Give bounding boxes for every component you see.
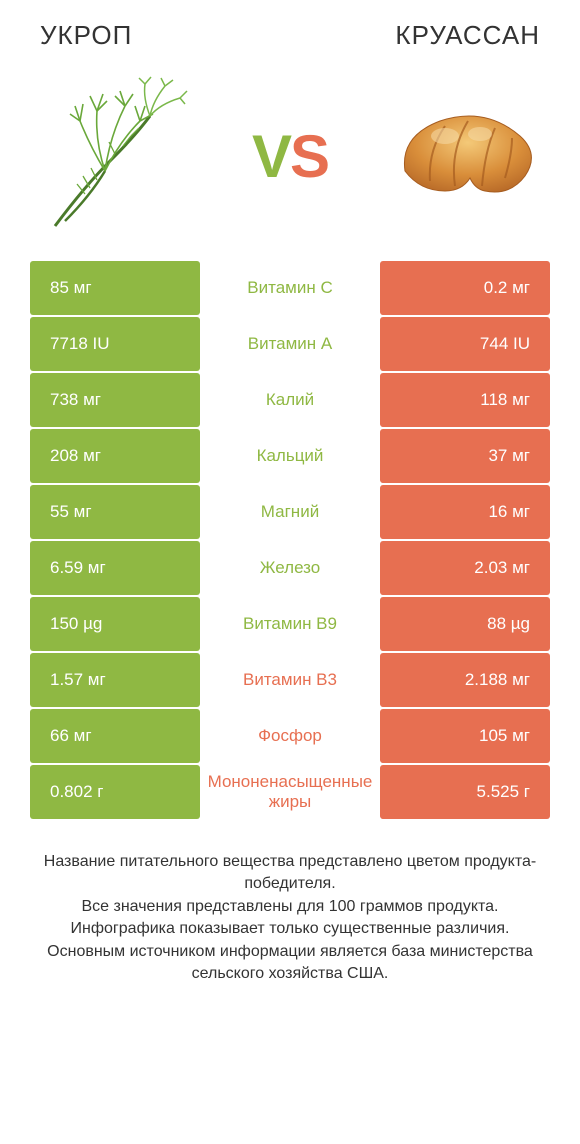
table-row: 7718 IUВитамин A744 IU (30, 317, 550, 371)
footer-line: Название питательного вещества представл… (20, 851, 560, 896)
table-row: 738 мгКалий118 мг (30, 373, 550, 427)
left-title: УКРОП (40, 20, 132, 51)
vs-s: S (290, 123, 328, 190)
cell-label: Железо (200, 541, 380, 595)
cell-label: Витамин B3 (200, 653, 380, 707)
cell-left: 85 мг (30, 261, 200, 315)
vs-v: V (252, 123, 290, 190)
croissant-icon (380, 71, 550, 241)
cell-left: 1.57 мг (30, 653, 200, 707)
cell-right: 2.188 мг (380, 653, 550, 707)
table-row: 55 мгМагний16 мг (30, 485, 550, 539)
cell-left: 738 мг (30, 373, 200, 427)
cell-right: 88 µg (380, 597, 550, 651)
footer-line: Инфографика показывает только существенн… (20, 918, 560, 940)
cell-left: 66 мг (30, 709, 200, 763)
header: УКРОП КРУАССАН (0, 0, 580, 61)
footer-text: Название питательного вещества представл… (0, 821, 580, 995)
table-row: 1.57 мгВитамин B32.188 мг (30, 653, 550, 707)
cell-right: 105 мг (380, 709, 550, 763)
cell-label: Мононенасыщенные жиры (200, 765, 380, 819)
cell-right: 16 мг (380, 485, 550, 539)
table-row: 85 мгВитамин C0.2 мг (30, 261, 550, 315)
cell-label: Витамин B9 (200, 597, 380, 651)
images-row: VS (0, 61, 580, 261)
cell-right: 5.525 г (380, 765, 550, 819)
cell-left: 0.802 г (30, 765, 200, 819)
table-row: 208 мгКальций37 мг (30, 429, 550, 483)
comparison-table: 85 мгВитамин C0.2 мг7718 IUВитамин A744 … (0, 261, 580, 819)
cell-right: 118 мг (380, 373, 550, 427)
cell-left: 150 µg (30, 597, 200, 651)
cell-right: 37 мг (380, 429, 550, 483)
cell-label: Витамин C (200, 261, 380, 315)
cell-right: 0.2 мг (380, 261, 550, 315)
cell-right: 2.03 мг (380, 541, 550, 595)
cell-label: Кальций (200, 429, 380, 483)
table-row: 6.59 мгЖелезо2.03 мг (30, 541, 550, 595)
footer-line: Основным источником информации является … (20, 941, 560, 986)
cell-left: 208 мг (30, 429, 200, 483)
table-row: 0.802 гМононенасыщенные жиры5.525 г (30, 765, 550, 819)
cell-label: Витамин A (200, 317, 380, 371)
right-title: КРУАССАН (395, 20, 540, 51)
table-row: 66 мгФосфор105 мг (30, 709, 550, 763)
vs-label: VS (252, 122, 328, 191)
cell-left: 7718 IU (30, 317, 200, 371)
dill-icon (30, 71, 200, 241)
table-row: 150 µgВитамин B988 µg (30, 597, 550, 651)
cell-label: Фосфор (200, 709, 380, 763)
cell-right: 744 IU (380, 317, 550, 371)
cell-label: Калий (200, 373, 380, 427)
cell-left: 55 мг (30, 485, 200, 539)
cell-label: Магний (200, 485, 380, 539)
cell-left: 6.59 мг (30, 541, 200, 595)
footer-line: Все значения представлены для 100 граммо… (20, 896, 560, 918)
